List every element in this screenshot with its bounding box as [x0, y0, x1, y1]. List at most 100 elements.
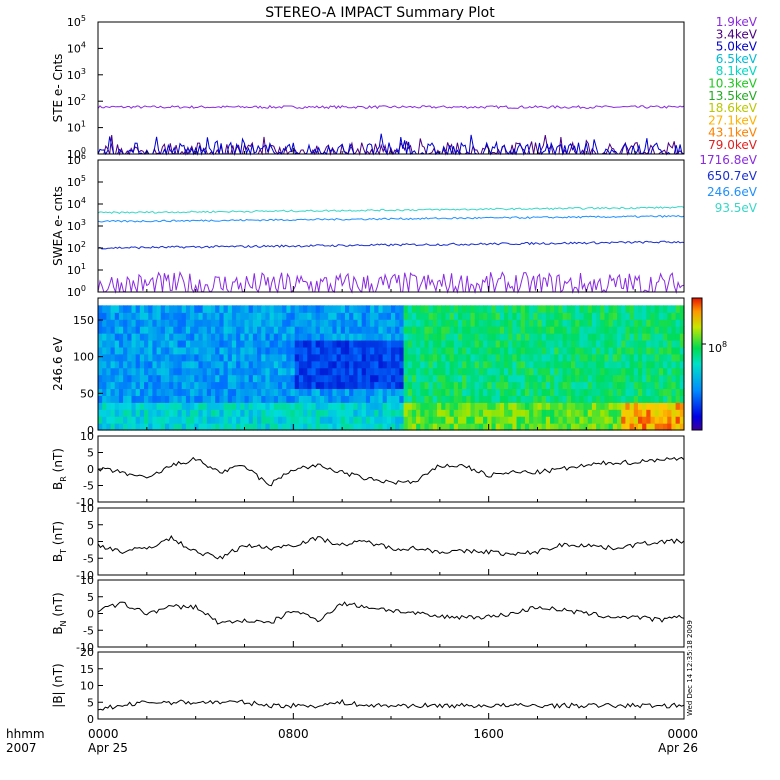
heatmap-cell	[520, 305, 526, 313]
heatmap-cell	[148, 402, 154, 410]
heatmap-cell	[324, 319, 329, 327]
heatmap-cell	[307, 353, 313, 362]
heatmap-cell	[135, 353, 141, 362]
heatmap-cell	[575, 381, 580, 390]
heatmap-cell	[403, 326, 409, 334]
heatmap-cell	[265, 339, 271, 348]
heatmap-cell	[194, 423, 200, 431]
heatmap-cell	[600, 360, 606, 369]
heatmap-cell	[307, 326, 313, 334]
heatmap-cell	[663, 402, 668, 410]
colorbar	[691, 297, 703, 431]
heatmap-cell	[173, 416, 179, 424]
heatmap-cell	[98, 381, 103, 390]
heatmap-cell	[478, 326, 484, 334]
heatmap-cell	[541, 374, 547, 383]
heatmap-cell	[307, 388, 313, 396]
heatmap-cell	[181, 395, 187, 403]
heatmap-cell	[382, 416, 388, 424]
heatmap-cell	[562, 333, 568, 341]
heatmap-cell	[516, 374, 522, 383]
heatmap-cell	[227, 416, 233, 424]
heatmap-cell	[169, 388, 174, 396]
heatmap-cell	[541, 416, 547, 424]
heatmap-cell	[428, 381, 434, 390]
heatmap-cell	[135, 326, 141, 334]
heatmap-cell	[671, 395, 677, 403]
heatmap-cell	[600, 395, 606, 403]
heatmap-cell	[349, 312, 354, 320]
heatmap-cell	[298, 395, 304, 403]
heatmap-cell	[277, 305, 283, 313]
heatmap-cell	[223, 395, 229, 403]
heatmap-cell	[533, 388, 539, 396]
heatmap-cell	[524, 326, 530, 334]
heatmap-cell	[428, 353, 434, 362]
heatmap-cell	[441, 312, 447, 320]
heatmap-cell	[328, 360, 333, 369]
heatmap-cell	[386, 353, 392, 362]
heatmap-cell	[474, 423, 480, 431]
heatmap-cell	[135, 388, 141, 396]
heatmap-cell	[654, 353, 660, 362]
heatmap-cell	[428, 312, 434, 320]
heatmap-cell	[231, 346, 237, 355]
heatmap-cell	[495, 402, 501, 410]
heatmap-cell	[382, 367, 388, 376]
heatmap-cell	[424, 367, 430, 376]
heatmap-cell	[679, 353, 685, 362]
heatmap-cell	[637, 409, 643, 417]
heatmap-cell	[223, 367, 229, 376]
heatmap-cell	[428, 326, 434, 334]
heatmap-cell	[671, 339, 677, 348]
heatmap-cell	[114, 409, 120, 417]
heatmap-cell	[106, 381, 112, 390]
heatmap-cell	[621, 339, 626, 348]
heatmap-cell	[231, 353, 237, 362]
heatmap-cell	[248, 346, 254, 355]
heatmap-cell	[273, 353, 279, 362]
heatmap-cell	[194, 312, 200, 320]
heatmap-cell	[106, 353, 112, 362]
heatmap-cell	[156, 339, 162, 348]
heatmap-cell	[562, 395, 568, 403]
heatmap-cell	[487, 388, 493, 396]
heatmap-cell	[227, 319, 233, 327]
heatmap-cell	[344, 367, 350, 376]
heatmap-cell	[194, 346, 200, 355]
heatmap-cell	[554, 339, 560, 348]
heatmap-cell	[298, 423, 304, 431]
heatmap-cell	[516, 326, 522, 334]
heatmap-cell	[583, 395, 589, 403]
heatmap-cell	[566, 423, 572, 431]
heatmap-cell	[629, 326, 635, 334]
heatmap-cell	[282, 395, 287, 403]
heatmap-cell	[357, 416, 363, 424]
heatmap-cell	[269, 319, 275, 327]
heatmap-cell	[658, 395, 664, 403]
heatmap-cell	[202, 381, 208, 390]
heatmap-cell	[211, 339, 216, 348]
series-line-br	[97, 456, 685, 487]
heatmap-cell	[596, 374, 601, 383]
heatmap-cell	[236, 346, 241, 355]
heatmap-cell	[407, 346, 413, 355]
heatmap-cell	[311, 353, 317, 362]
heatmap-cell	[177, 374, 183, 383]
heatmap-cell	[629, 409, 635, 417]
heatmap-cell	[298, 402, 304, 410]
heatmap-cell	[491, 388, 497, 396]
heatmap-cell	[227, 353, 233, 362]
heatmap-cell	[324, 312, 329, 320]
heatmap-cell	[554, 312, 560, 320]
heatmap-cell	[152, 409, 158, 417]
heatmap-cell	[462, 416, 467, 424]
heatmap-cell	[621, 360, 626, 369]
heatmap-cell	[416, 333, 421, 341]
heatmap-cell	[654, 416, 660, 424]
heatmap-cell	[596, 312, 601, 320]
heatmap-cell	[227, 326, 233, 334]
heatmap-cell	[453, 388, 459, 396]
heatmap-cell	[675, 333, 681, 341]
heatmap-cell	[311, 374, 317, 383]
